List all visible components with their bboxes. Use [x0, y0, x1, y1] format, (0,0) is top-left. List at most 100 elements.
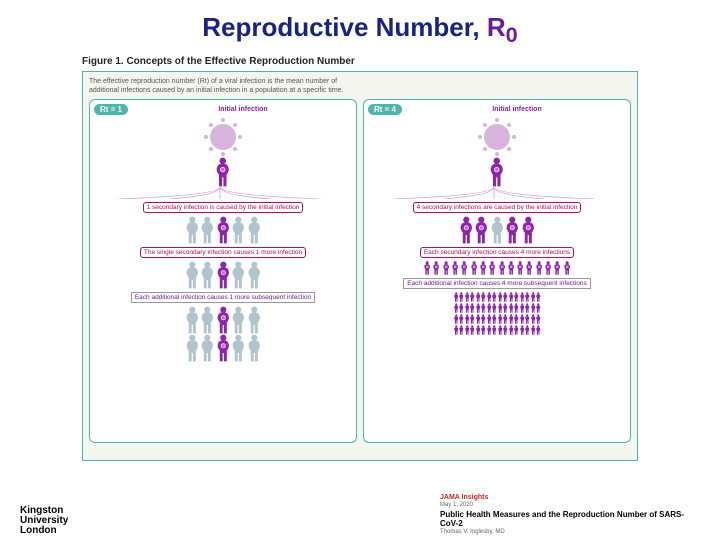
initial-person — [94, 157, 352, 187]
person-icon — [498, 292, 503, 302]
person-icon — [459, 303, 464, 313]
person-icon — [487, 303, 492, 313]
person-icon — [217, 334, 230, 362]
citation: JAMA Insights May 1, 2020 Public Health … — [440, 494, 700, 536]
title-main: Reproductive Number, — [202, 12, 487, 42]
initial-person — [368, 157, 626, 187]
person-icon — [514, 314, 519, 324]
people-row — [94, 216, 352, 244]
rt-badge: Rt = 4 — [368, 104, 402, 115]
person-icon — [201, 334, 214, 362]
person-icon — [470, 325, 475, 335]
person-icon — [454, 314, 459, 324]
person-icon — [232, 334, 245, 362]
person-icon — [564, 261, 570, 275]
virus-icon — [368, 117, 626, 157]
person-icon — [248, 261, 261, 289]
person-icon — [498, 314, 503, 324]
person-icon — [531, 325, 536, 335]
person-icon — [525, 325, 530, 335]
caption-pill: 1 secondary infection is caused by the i… — [143, 202, 304, 213]
person-icon — [480, 261, 486, 275]
person-icon — [520, 314, 525, 324]
virus-icon — [94, 117, 352, 157]
person-icon — [248, 306, 261, 334]
page-title: Reproductive Number, R0 — [0, 0, 720, 56]
person-icon — [460, 216, 473, 244]
person-icon — [520, 325, 525, 335]
person-icon — [522, 216, 535, 244]
person-icon — [520, 292, 525, 302]
person-icon — [481, 325, 486, 335]
infographic-panel: Rt = 1 Initial infection 1 secondary inf… — [89, 99, 357, 443]
person-icon — [248, 334, 261, 362]
figure-caption: Figure 1. Concepts of the Effective Repr… — [82, 56, 720, 67]
person-icon — [217, 261, 230, 289]
person-icon — [476, 314, 481, 324]
person-icon — [433, 261, 439, 275]
people-row — [94, 306, 352, 334]
person-icon — [232, 216, 245, 244]
person-icon — [454, 325, 459, 335]
panel-head-label: Initial infection — [134, 106, 352, 113]
people-grid — [368, 292, 626, 335]
person-icon — [470, 303, 475, 313]
person-icon — [459, 292, 464, 302]
person-icon — [509, 314, 514, 324]
person-icon — [217, 216, 230, 244]
person-icon — [514, 325, 519, 335]
person-icon — [186, 261, 199, 289]
person-icon — [465, 303, 470, 313]
person-icon — [491, 216, 504, 244]
person-icon — [476, 303, 481, 313]
person-icon — [232, 261, 245, 289]
person-icon — [531, 314, 536, 324]
panel-head-label: Initial infection — [408, 106, 626, 113]
footer: Kingston University London JAMA Insights… — [0, 494, 720, 536]
person-icon — [475, 216, 488, 244]
person-icon — [514, 303, 519, 313]
spread-arcs — [368, 187, 626, 199]
figure-container: The effective reproduction number (Rt) o… — [82, 71, 638, 461]
caption-rect: Each additional infection causes 4 more … — [403, 278, 591, 289]
caption-pill: Each secondary infection causes 4 more i… — [420, 247, 574, 258]
person-icon — [186, 216, 199, 244]
person-icon — [506, 216, 519, 244]
person-icon — [465, 314, 470, 324]
person-icon — [217, 306, 230, 334]
person-icon — [531, 303, 536, 313]
people-row — [368, 261, 626, 275]
person-icon — [443, 261, 449, 275]
person-icon — [503, 303, 508, 313]
university-logo: Kingston University London — [20, 506, 68, 536]
person-icon — [536, 303, 541, 313]
person-icon — [489, 261, 495, 275]
person-icon — [476, 325, 481, 335]
person-icon — [536, 261, 542, 275]
person-icon — [536, 314, 541, 324]
spread-arcs — [94, 187, 352, 199]
infographic-panel: Rt = 4 Initial infection 4 secondary inf… — [363, 99, 631, 443]
person-icon — [498, 303, 503, 313]
person-icon — [492, 303, 497, 313]
panel-row: Rt = 1 Initial infection 1 secondary inf… — [89, 99, 631, 443]
person-icon — [503, 314, 508, 324]
caption-pill: 4 secondary infections are caused by the… — [413, 202, 582, 213]
person-icon — [526, 261, 532, 275]
rt-badge: Rt = 1 — [94, 104, 128, 115]
person-icon — [487, 292, 492, 302]
person-icon — [545, 261, 551, 275]
person-icon — [459, 314, 464, 324]
person-icon — [536, 292, 541, 302]
person-icon — [531, 292, 536, 302]
person-icon — [514, 292, 519, 302]
person-icon — [470, 314, 475, 324]
person-icon — [232, 306, 245, 334]
person-icon — [481, 303, 486, 313]
person-icon — [481, 292, 486, 302]
caption-pill: The single secondary infection causes 1 … — [140, 247, 306, 258]
people-row — [94, 334, 352, 362]
person-icon — [201, 261, 214, 289]
person-icon — [503, 292, 508, 302]
person-icon — [476, 292, 481, 302]
